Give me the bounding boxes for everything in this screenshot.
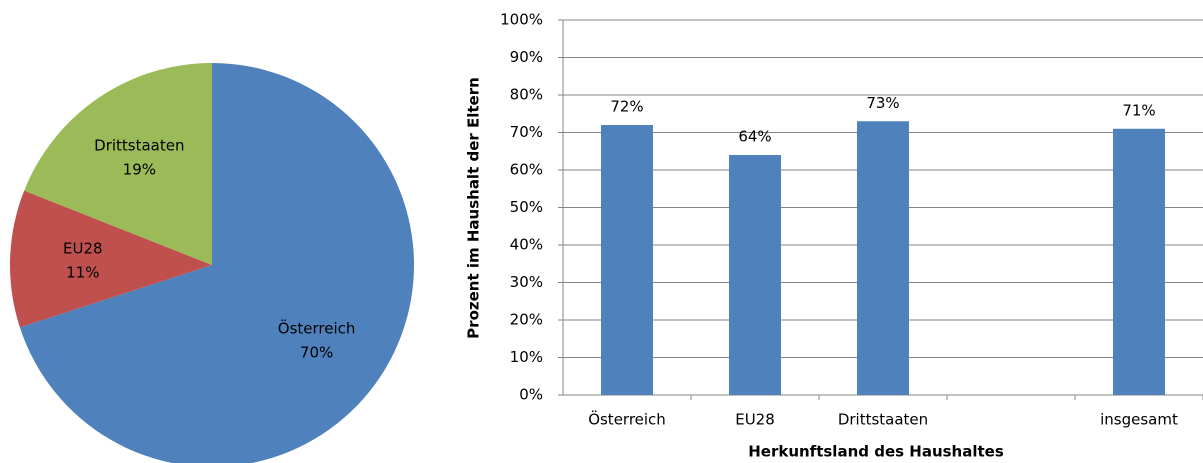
bar-value-label: 72% (610, 98, 643, 116)
x-tick-label: EU28 (735, 411, 775, 429)
y-tick-label: 10% (510, 348, 543, 366)
bar (601, 125, 653, 395)
slice-value-label: 70% (300, 343, 333, 361)
y-tick-label: 20% (510, 311, 543, 329)
slice-value-label: 19% (123, 161, 156, 179)
slice-value-label: 11% (66, 263, 99, 281)
bar (729, 155, 781, 395)
y-tick-label: 30% (510, 273, 543, 291)
y-tick-label: 50% (510, 198, 543, 216)
bar-value-label: 73% (866, 94, 899, 112)
slice-label: EU28 (63, 239, 103, 257)
y-tick-label: 40% (510, 236, 543, 254)
pie-slice (24, 63, 212, 265)
x-tick-label: insgesamt (1100, 411, 1178, 429)
y-tick-label: 70% (510, 123, 543, 141)
x-axis-title: Herkunftsland des Haushaltes (748, 443, 1004, 461)
x-tick-label: Österreich (588, 410, 666, 429)
y-tick-label: 0% (519, 386, 543, 404)
y-tick-label: 100% (500, 11, 543, 29)
pie-slice (9, 190, 213, 328)
bar (1113, 128, 1165, 395)
y-axis-title: Prozent im Haushalt der Eltern (465, 77, 483, 339)
bar (857, 121, 909, 395)
y-tick-label: 90% (510, 48, 543, 66)
bar-value-label: 64% (738, 128, 771, 146)
x-tick-label: Drittstaaten (838, 411, 928, 429)
slice-label: Österreich (278, 318, 356, 337)
y-tick-label: 80% (510, 86, 543, 104)
slice-label: Drittstaaten (94, 137, 184, 155)
pie-slice (19, 63, 414, 463)
bar-value-label: 71% (1122, 101, 1155, 119)
y-tick-label: 60% (510, 161, 543, 179)
